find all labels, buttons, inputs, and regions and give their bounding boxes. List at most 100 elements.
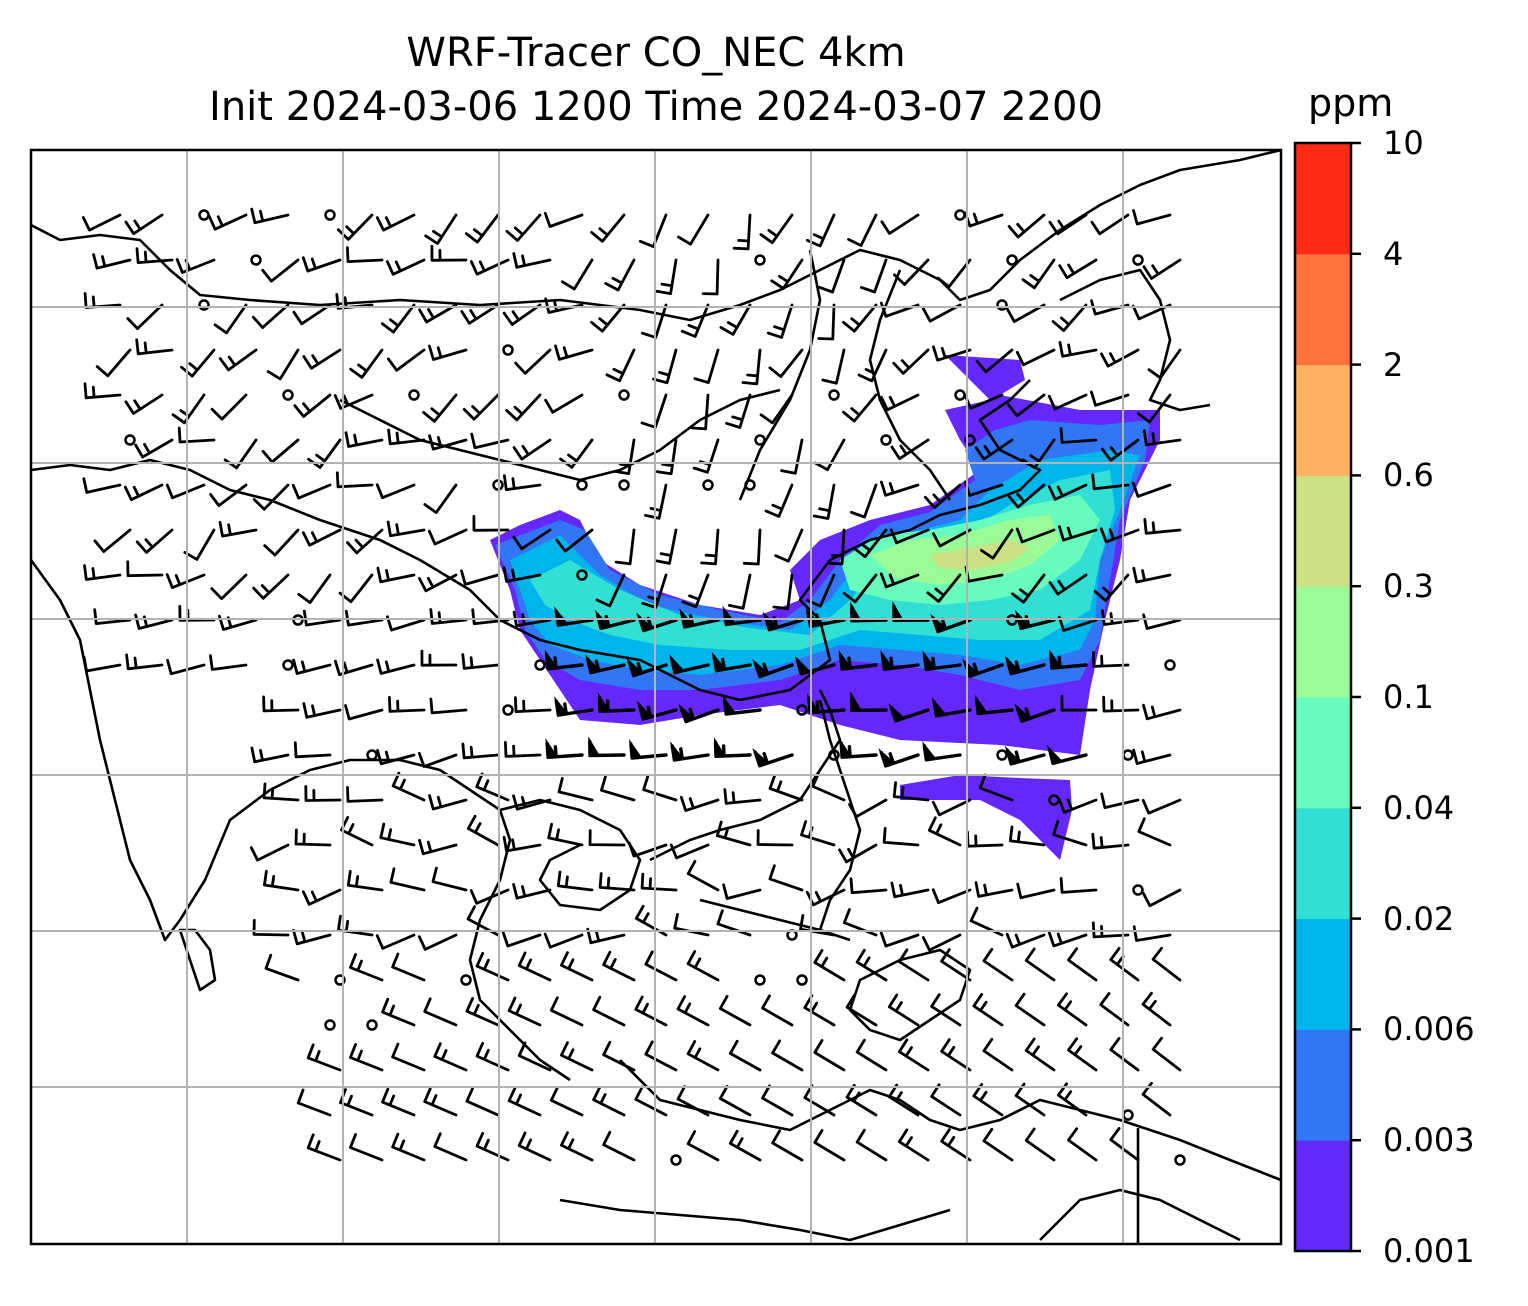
wind-barb bbox=[728, 1129, 762, 1162]
wind-barb bbox=[505, 393, 542, 422]
wind-barb bbox=[428, 344, 468, 361]
wind-barb bbox=[252, 919, 290, 937]
wind-barb bbox=[250, 746, 290, 764]
wind-barb bbox=[349, 1133, 384, 1162]
wind-barb bbox=[349, 348, 384, 379]
calm-wind-marker bbox=[796, 704, 808, 716]
wind-barb-flag bbox=[722, 605, 737, 627]
calm-wind-marker bbox=[198, 299, 210, 311]
wind-barb-flag bbox=[636, 700, 654, 721]
calm-wind-marker bbox=[124, 434, 136, 446]
wind-barb bbox=[771, 1039, 804, 1072]
wind-barb bbox=[346, 528, 384, 555]
wind-barb bbox=[301, 256, 342, 273]
wind-barb-flag bbox=[554, 696, 569, 717]
wind-barb bbox=[1014, 992, 1046, 1027]
wind-barb bbox=[1142, 888, 1182, 908]
wind-barb bbox=[306, 1043, 342, 1072]
wind-barb bbox=[417, 751, 458, 768]
wind-barb bbox=[183, 528, 216, 561]
wind-barb bbox=[387, 428, 426, 446]
wind-barb-flag bbox=[931, 697, 948, 718]
wind-barb bbox=[560, 1131, 594, 1162]
wind-barb bbox=[1059, 427, 1098, 444]
wind-barb bbox=[590, 213, 626, 243]
wind-barb bbox=[604, 258, 636, 292]
wind-barb bbox=[124, 213, 164, 236]
wind-barb bbox=[427, 528, 468, 546]
wind-barb bbox=[842, 393, 878, 423]
wind-barb bbox=[852, 528, 888, 559]
calm-wind-marker bbox=[282, 389, 294, 401]
wind-barb bbox=[210, 573, 248, 601]
wind-barb bbox=[728, 1039, 762, 1072]
wind-barb bbox=[931, 888, 972, 905]
wind-barb bbox=[701, 258, 720, 296]
wind-barb bbox=[642, 775, 678, 802]
wind-barb-flag bbox=[1049, 649, 1063, 670]
wind-barb bbox=[855, 948, 888, 982]
wind-barb bbox=[95, 348, 132, 378]
calm-wind-marker bbox=[828, 749, 840, 761]
wind-barb bbox=[932, 528, 972, 548]
wind-barb bbox=[1141, 1081, 1172, 1117]
wind-barb bbox=[517, 1041, 552, 1072]
calm-wind-marker bbox=[670, 1154, 682, 1166]
wind-barb bbox=[613, 438, 636, 475]
wind-barb bbox=[1005, 932, 1046, 949]
wind-barb bbox=[470, 432, 510, 450]
wind-barb bbox=[640, 393, 668, 429]
wind-barb bbox=[966, 830, 1004, 848]
wind-barb bbox=[842, 573, 878, 604]
wind-barb bbox=[817, 258, 846, 294]
wind-barb bbox=[718, 1084, 752, 1117]
wind-barb bbox=[543, 932, 584, 949]
colorbar-tick-label: 0.1 bbox=[1383, 678, 1434, 716]
wind-barb bbox=[388, 696, 426, 713]
wind-barb bbox=[264, 953, 300, 982]
wind-barb bbox=[428, 794, 468, 811]
calm-wind-marker bbox=[1164, 659, 1176, 671]
wind-barb bbox=[93, 608, 132, 625]
wind-barb bbox=[1067, 1127, 1098, 1162]
wind-barb bbox=[764, 483, 794, 518]
wind-barb bbox=[676, 995, 710, 1027]
wind-barb bbox=[549, 996, 584, 1027]
calm-wind-marker bbox=[964, 434, 976, 446]
wind-barb bbox=[301, 528, 342, 547]
wind-barb bbox=[1008, 825, 1046, 847]
wind-barb bbox=[826, 528, 846, 566]
wind-barb bbox=[517, 951, 552, 982]
wind-barb bbox=[1052, 820, 1088, 847]
wind-barb bbox=[1024, 1127, 1056, 1162]
wind-barb bbox=[768, 348, 804, 378]
wind-barb bbox=[811, 772, 846, 802]
colorbar-segment bbox=[1295, 253, 1351, 366]
wind-barb bbox=[376, 748, 416, 766]
wind-barb bbox=[686, 1040, 720, 1072]
wind-barb bbox=[292, 303, 332, 326]
wind-barb bbox=[507, 1086, 542, 1117]
wind-barb bbox=[213, 303, 248, 335]
wind-barb bbox=[652, 348, 678, 385]
calm-wind-marker bbox=[408, 389, 420, 401]
wind-barb bbox=[686, 950, 720, 982]
wind-barb bbox=[742, 528, 762, 566]
wind-barb bbox=[1132, 748, 1172, 765]
wind-barb bbox=[423, 483, 458, 514]
wind-barb bbox=[1142, 613, 1182, 630]
wind-barb bbox=[655, 258, 678, 295]
wind-barb bbox=[340, 816, 374, 847]
wind-barb bbox=[595, 573, 626, 608]
wind-barb bbox=[554, 344, 594, 361]
wind-barb bbox=[882, 826, 920, 847]
wind-barb bbox=[301, 888, 342, 906]
wind-barb bbox=[686, 860, 720, 892]
wind-barb bbox=[263, 528, 300, 557]
wind-barb bbox=[134, 438, 174, 459]
wind-barb bbox=[813, 1129, 846, 1162]
wind-barb bbox=[766, 303, 794, 339]
calm-wind-marker bbox=[282, 659, 294, 671]
wind-barb bbox=[1021, 258, 1056, 290]
